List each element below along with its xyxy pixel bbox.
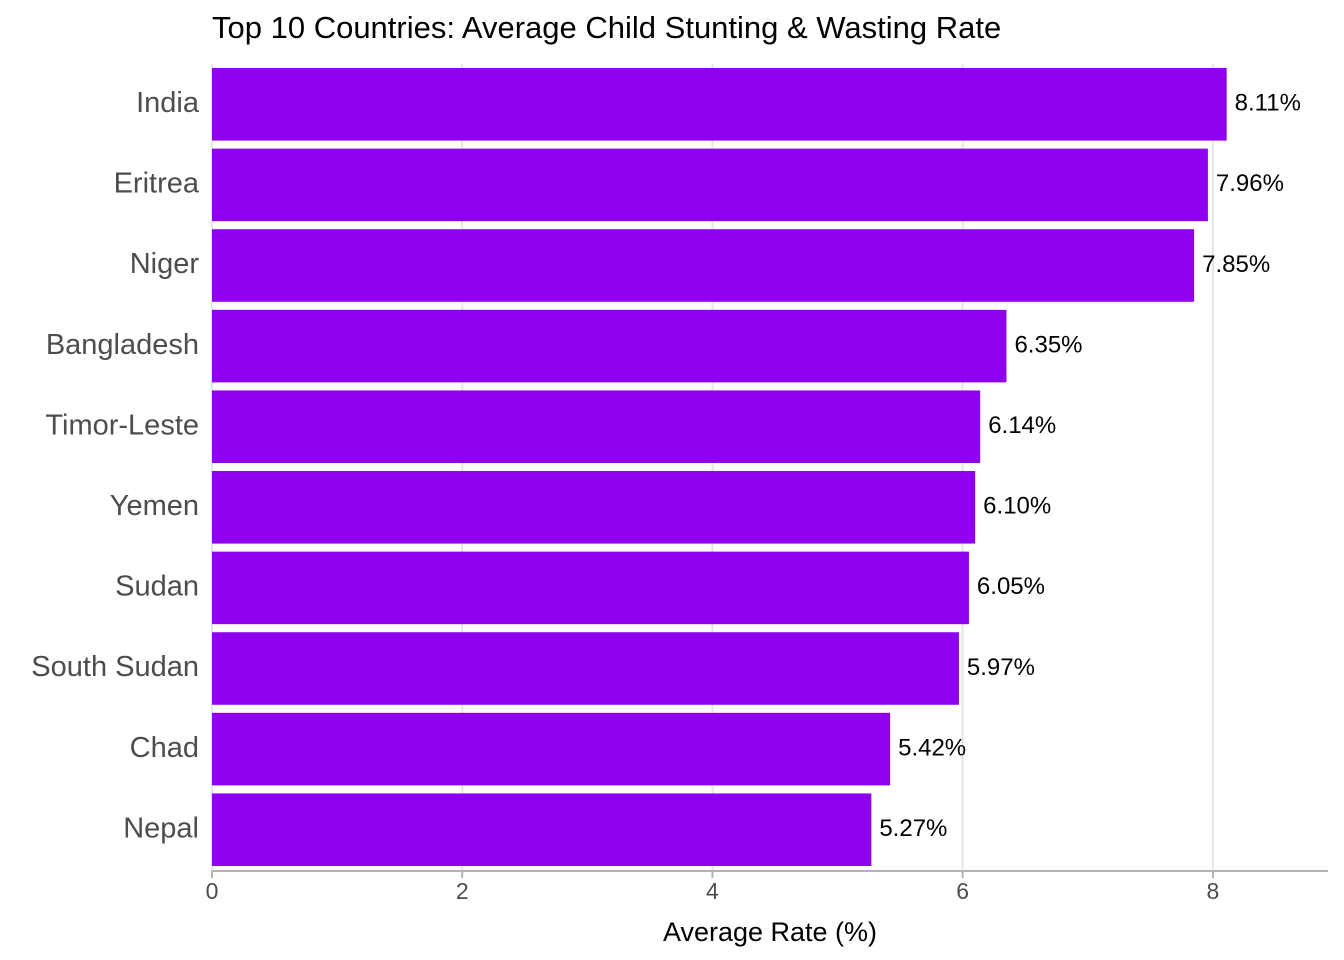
y-tick-label: Sudan — [115, 571, 199, 603]
x-tick-label: 6 — [956, 878, 969, 904]
chart-title: Top 10 Countries: Average Child Stunting… — [212, 10, 1002, 45]
y-tick-label: Chad — [130, 732, 199, 764]
y-tick-label: Eritrea — [114, 168, 200, 200]
bar-sudan — [212, 551, 969, 625]
y-tick-label: Timor-Leste — [45, 409, 199, 441]
value-label: 5.97% — [967, 654, 1035, 681]
bar-india — [212, 68, 1227, 141]
bar-timor-leste — [212, 390, 981, 463]
x-tick-label: 0 — [206, 878, 219, 904]
value-label: 6.10% — [983, 493, 1051, 520]
value-labels: 8.11% 7.96% 7.85% 6.35% 6.14% 6.10% 6.05% 5.97%… — [879, 90, 1301, 842]
x-tick-label: 8 — [1206, 878, 1219, 904]
y-tick-label: Nepal — [123, 812, 199, 844]
bar-south-sudan — [212, 632, 959, 705]
bar-bangladesh — [212, 309, 1007, 383]
value-label: 8.11% — [1235, 90, 1301, 117]
x-axis-title: Average Rate (%) — [663, 917, 877, 947]
x-axis: 0 2 4 6 8 — [206, 870, 1328, 904]
bar-chad — [212, 712, 891, 786]
y-tick-label: Yemen — [110, 490, 199, 522]
y-tick-label: South Sudan — [31, 651, 199, 683]
y-axis-labels: India Eritrea Niger Bangladesh Timor-Leste Ye… — [31, 87, 200, 844]
value-label: 5.42% — [898, 734, 966, 761]
value-label: 5.27% — [879, 815, 947, 842]
y-tick-label: Niger — [130, 248, 200, 280]
value-label: 7.85% — [1202, 251, 1270, 278]
y-tick-label: India — [136, 87, 200, 119]
value-label: 6.05% — [977, 573, 1045, 600]
y-tick-label: Bangladesh — [46, 329, 199, 361]
bars — [212, 68, 1227, 866]
value-label: 6.35% — [1014, 331, 1082, 358]
bar-yemen — [212, 471, 976, 544]
value-label: 6.14% — [988, 412, 1056, 439]
bar-nepal — [212, 793, 872, 866]
bar-eritrea — [212, 148, 1208, 222]
x-tick-label: 4 — [706, 878, 719, 904]
x-tick-label: 2 — [456, 878, 469, 904]
value-label: 7.96% — [1216, 170, 1284, 197]
bar-niger — [212, 229, 1195, 302]
